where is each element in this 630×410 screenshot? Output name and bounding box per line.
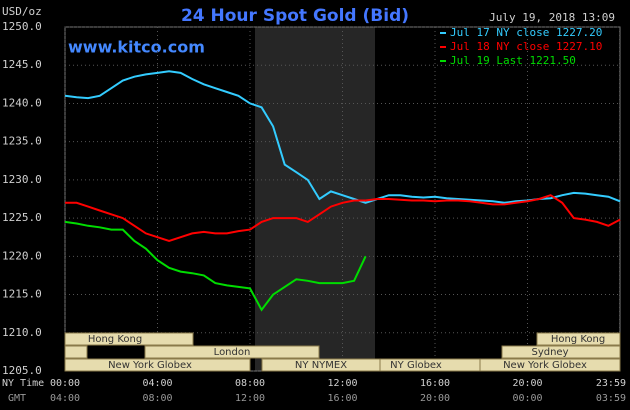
session-label: London (214, 347, 251, 358)
y-tick-label: 1250.0 (2, 20, 42, 33)
y-tick-label: 1235.0 (2, 135, 42, 148)
y-tick-label: 1205.0 (2, 364, 42, 377)
legend-label: Jul 18 NY close 1227.10 (450, 40, 602, 53)
series-line (64, 220, 367, 312)
session-label: Hong Kong (88, 334, 142, 345)
x2-axis-label: GMT (8, 393, 26, 404)
session-bar (64, 358, 251, 372)
x2-tick-label: 16:00 (327, 393, 357, 404)
session-bar (64, 332, 194, 346)
x-axis-label: NY Time (2, 378, 44, 389)
legend-label: Jul 19 Last 1221.50 (450, 54, 576, 67)
session-label: Hong Kong (551, 334, 605, 345)
session-bar (479, 358, 621, 372)
y-tick-label: 1245.0 (2, 58, 42, 71)
y-tick-label: 1220.0 (2, 249, 42, 262)
y-tick-label: 1240.0 (2, 96, 42, 109)
session-bar (144, 345, 320, 359)
x-tick-label: 16:00 (420, 378, 450, 389)
x-tick-label: 12:00 (327, 378, 357, 389)
session-label: New York Globex (108, 360, 192, 371)
session-bar (536, 332, 621, 346)
chart-title: 24 Hour Spot Gold (Bid) (181, 6, 409, 26)
sessions: Hong Kong London New York Globex NY NYME… (64, 332, 621, 372)
series-line (65, 194, 621, 243)
unit-label: USD/oz (2, 5, 42, 18)
x2-tick-label: 08:00 (142, 393, 172, 404)
y-tick-label: 1215.0 (2, 288, 42, 301)
y-tick-label: 1230.0 (2, 173, 42, 186)
session-bar (501, 345, 621, 359)
x-tick-label: 20:00 (512, 378, 542, 389)
x-tick-label: 00:00 (50, 378, 80, 389)
x2-tick-label: 03:59 (596, 393, 626, 404)
session-label: NY NYMEX (295, 360, 347, 371)
x2-tick-label: 00:00 (512, 393, 542, 404)
x-tick-label: 23:59 (596, 378, 626, 389)
x-tick-label: 08:00 (235, 378, 265, 389)
y-tick-label: 1225.0 (2, 211, 42, 224)
session-label: New York Globex (503, 360, 587, 371)
watermark: www.kitco.com (68, 38, 205, 57)
session-label: Sydney (531, 347, 568, 358)
session-bar (64, 345, 88, 359)
timestamp: July 19, 2018 13:09 (489, 11, 615, 24)
legend-label: Jul 17 NY close 1227.20 (450, 26, 602, 39)
y-tick-label: 1210.0 (2, 326, 42, 339)
x-tick-label: 04:00 (142, 378, 172, 389)
x2-tick-label: 12:00 (235, 393, 265, 404)
x2-tick-label: 04:00 (50, 393, 80, 404)
x2-tick-label: 20:00 (420, 393, 450, 404)
session-label: NY Globex (390, 360, 442, 371)
